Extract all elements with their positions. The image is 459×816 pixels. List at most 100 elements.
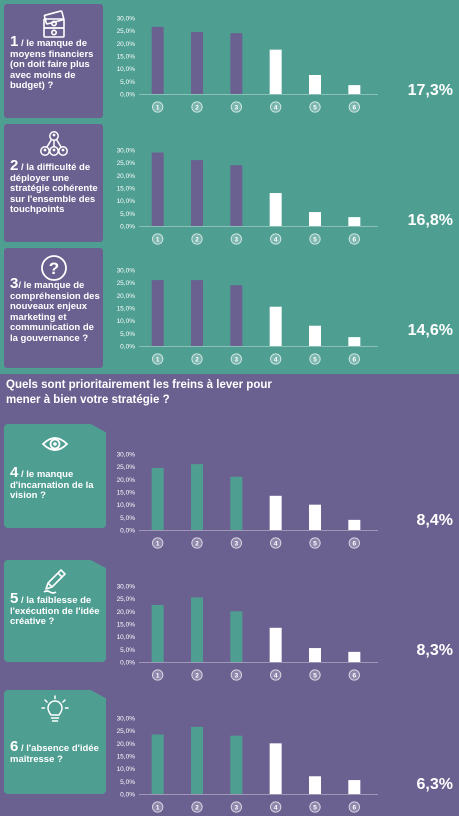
category-label: 6 — [353, 540, 357, 547]
category-label: 2 — [195, 356, 199, 363]
bar-chart-1: 0,0% 5,0% 10,0% 15,0% 20,0% 25,0% 30,0% 1 2 3 4 5 6 — [117, 16, 378, 113]
category-label: 5 — [313, 104, 317, 111]
chart-1: 0,0% 5,0% 10,0% 15,0% 20,0% 25,0% 30,0% 1 2 3 4 5 6 — [114, 12, 378, 113]
bar-5 — [309, 325, 321, 346]
category-label: 4 — [274, 236, 278, 243]
category-label: 2 — [195, 236, 199, 243]
y-tick-label: 0,0% — [120, 528, 135, 535]
card-3-text: 3/ le manque de compréhension des nouvea… — [10, 276, 100, 344]
bar-5 — [309, 504, 321, 530]
category-marker — [348, 233, 360, 245]
y-tick-label: 20,0% — [117, 741, 136, 748]
card-3-number: 3 — [10, 275, 19, 292]
question-mark-icon: ? — [40, 255, 67, 281]
y-tick-label: 30,0% — [117, 268, 136, 275]
category-label: 4 — [274, 672, 278, 679]
category-label: 6 — [353, 356, 357, 363]
category-label: 3 — [235, 356, 239, 363]
category-label: 5 — [313, 804, 317, 811]
category-label: 4 — [274, 356, 278, 363]
network-people-icon — [39, 131, 68, 156]
category-marker — [309, 101, 321, 113]
bar-5 — [309, 75, 321, 94]
y-tick-label: 25,0% — [117, 280, 136, 287]
category-label: 1 — [156, 236, 160, 243]
bar-3 — [230, 285, 243, 346]
category-marker — [270, 101, 282, 113]
card-5-text: 5 / la faiblesse de l'exécution de l'idé… — [10, 591, 103, 628]
money-stack-icon — [42, 10, 65, 38]
category-marker — [309, 353, 321, 365]
y-tick-label: 10,0% — [117, 198, 136, 205]
panel-1: 1 / le manque de moyens financiers (on d… — [0, 4, 459, 122]
bar-5 — [309, 212, 321, 226]
y-tick-label: 10,0% — [117, 634, 136, 641]
card-6-text: 6 / l'absence d'idée maîtresse ? — [10, 739, 103, 765]
card-2-text: 2 / la difficulté de déployer une straté… — [10, 158, 100, 216]
card-1-number: 1 — [10, 33, 19, 50]
y-tick-label: 0,0% — [120, 224, 135, 231]
category-label: 5 — [313, 236, 317, 243]
card-5: 5 / la faiblesse de l'exécution de l'idé… — [4, 560, 106, 662]
y-tick-label: 0,0% — [120, 660, 135, 667]
category-marker — [309, 537, 321, 549]
y-tick-label: 30,0% — [117, 148, 136, 155]
category-marker — [348, 101, 360, 113]
bar-4 — [269, 743, 282, 794]
category-label: 1 — [156, 804, 160, 811]
bar-3 — [230, 735, 243, 794]
bar-chart-6: 0,0% 5,0% 10,0% 15,0% 20,0% 25,0% 30,0% 1 2 3 4 5 6 — [117, 716, 378, 813]
bar-4 — [269, 627, 282, 662]
category-label: 2 — [195, 672, 199, 679]
y-tick-label: 25,0% — [117, 160, 136, 167]
y-tick-label: 10,0% — [117, 502, 136, 509]
y-tick-label: 20,0% — [117, 477, 136, 484]
y-tick-label: 20,0% — [117, 293, 136, 300]
category-marker — [230, 233, 242, 245]
bar-1 — [151, 605, 164, 662]
chart-6: 0,0% 5,0% 10,0% 15,0% 20,0% 25,0% 30,0% 1 2 3 4 5 6 — [114, 712, 378, 813]
category-label: 3 — [235, 236, 239, 243]
bar-5 — [309, 776, 321, 794]
y-tick-label: 5,0% — [120, 211, 135, 218]
y-tick-label: 25,0% — [117, 728, 136, 735]
y-tick-label: 10,0% — [117, 318, 136, 325]
category-label: 5 — [313, 540, 317, 547]
category-marker — [348, 537, 360, 549]
y-tick-label: 0,0% — [120, 792, 135, 799]
category-marker — [152, 669, 164, 681]
category-label: 4 — [274, 540, 278, 547]
category-marker — [152, 801, 164, 813]
card-4-number: 4 — [10, 464, 19, 481]
bar-3 — [230, 165, 243, 226]
card-2-label: / la difficulté de déployer une stratégi… — [10, 162, 98, 215]
card-6: 6 / l'absence d'idée maîtresse ? — [4, 690, 106, 794]
bar-6 — [348, 651, 361, 662]
chart-3: 0,0% 5,0% 10,0% 15,0% 20,0% 25,0% 30,0% 1 2 3 4 5 6 — [114, 264, 378, 365]
bar-6 — [348, 85, 361, 94]
chart-4: 0,0% 5,0% 10,0% 15,0% 20,0% 25,0% 30,0% 1 2 3 4 5 6 — [114, 448, 378, 549]
bar-1 — [151, 152, 164, 226]
bar-4 — [269, 49, 282, 94]
panel-6: 6 / l'absence d'idée maîtresse ? 0,0% 5,0… — [0, 690, 459, 814]
pct-6: 6,3% — [416, 776, 453, 793]
panel-2: 2 / la difficulté de déployer une straté… — [0, 124, 459, 246]
y-tick-label: 10,0% — [117, 766, 136, 773]
category-label: 2 — [195, 540, 199, 547]
category-marker — [348, 801, 360, 813]
bar-4 — [269, 495, 282, 530]
category-marker — [191, 669, 203, 681]
bar-6 — [348, 519, 361, 530]
card-3: ? 3/ le manque de compréhension des nouv… — [4, 248, 103, 368]
card-3-label: / le manque de compréhension des nouveau… — [10, 280, 100, 344]
card-4: 4 / le manque d'incarnation de la vision… — [4, 424, 106, 528]
card-6-label: / l'absence d'idée maîtresse ? — [10, 743, 99, 765]
category-marker — [191, 537, 203, 549]
y-tick-label: 30,0% — [117, 452, 136, 459]
category-marker — [152, 101, 164, 113]
question-heading: Quels sont prioritairement les freins à … — [6, 379, 272, 406]
category-label: 1 — [156, 104, 160, 111]
category-label: 6 — [353, 104, 357, 111]
category-marker — [309, 669, 321, 681]
category-marker — [230, 353, 242, 365]
